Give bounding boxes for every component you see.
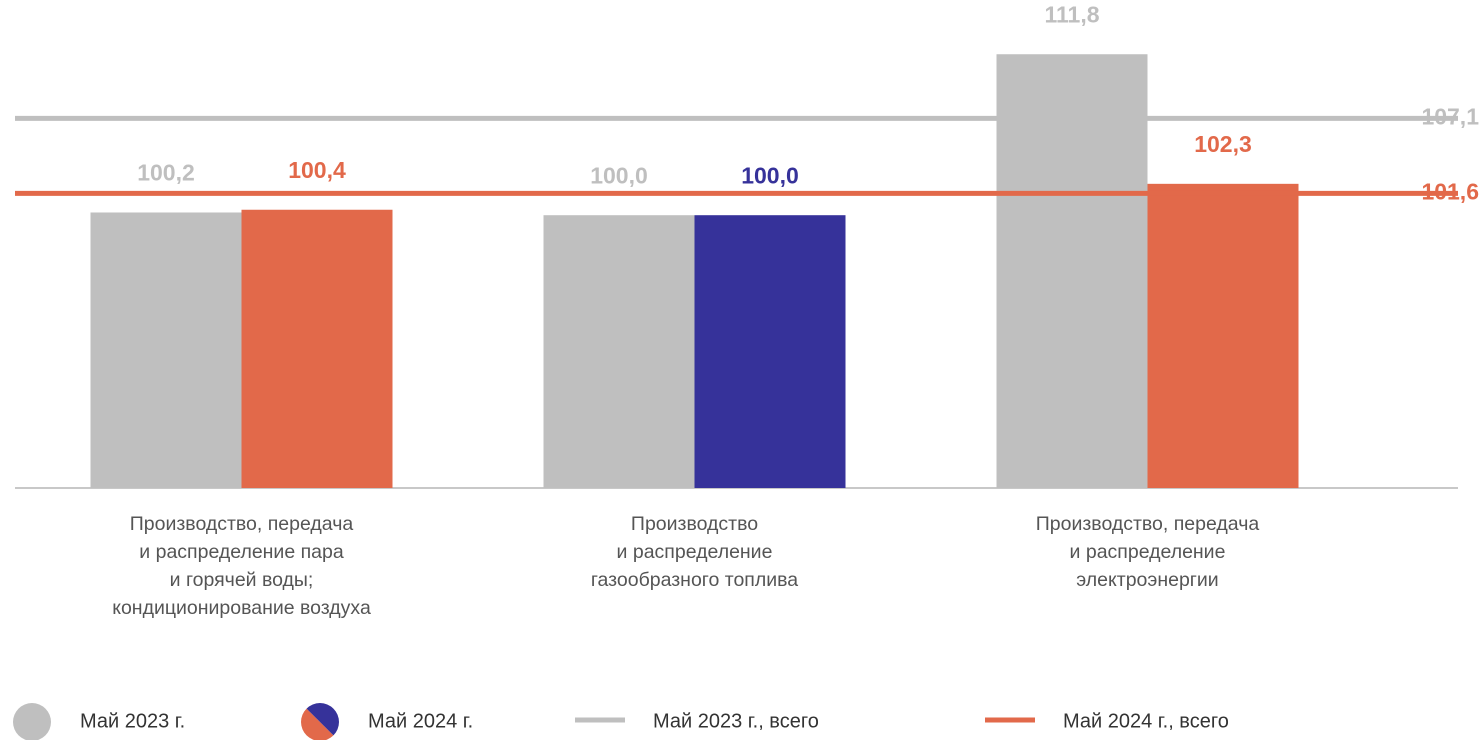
x-tick-label: Производство, передача и распределение п… [112,513,371,619]
reference-label: 101,6 [1421,178,1479,204]
bar [1147,183,1299,488]
value-label: 100,0 [741,162,799,188]
legend-label: Май 2023 г. [80,710,185,732]
x-tick-label: Производство и распределение газообразно… [590,513,799,591]
value-label: 111,8 [1044,1,1099,27]
bar [694,215,846,488]
value-label: 100,0 [590,162,648,188]
value-label: 102,3 [1194,131,1252,157]
bar [543,215,695,488]
x-tick-label: Производство, передача и распределение э… [1035,513,1260,591]
bar [241,209,393,488]
bar [90,212,242,489]
legend-label: Май 2024 г. [368,710,473,732]
legend-icon [301,703,339,740]
bar [996,54,1148,489]
value-label: 100,2 [137,160,195,186]
reference-label: 107,1 [1421,103,1479,129]
legend-icon [13,703,51,740]
legend-label: Май 2023 г., всего [653,710,819,732]
legend-label: Май 2024 г., всего [1063,710,1229,732]
legend-icon-half [301,708,334,740]
value-label: 100,4 [288,157,346,183]
legend-icon-half [306,703,339,736]
